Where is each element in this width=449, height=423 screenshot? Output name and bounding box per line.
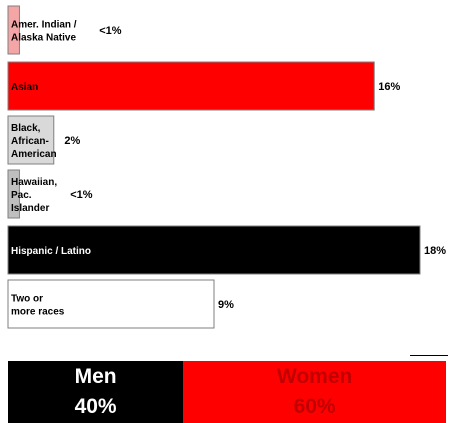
women-segment: Women 60% [183, 361, 446, 423]
category-label-0: Amer. Indian / Alaska Native [11, 20, 77, 44]
category-label-1: Asian [11, 82, 38, 93]
value-label-1: 16% [378, 81, 400, 93]
bar-1 [7, 61, 375, 111]
men-value: 40% [74, 395, 117, 418]
men-segment: Men 40% [8, 361, 184, 423]
bar-2 [7, 115, 55, 165]
value-label-4: 18% [424, 245, 446, 257]
bar-0 [7, 5, 20, 55]
value-label-0: <1% [99, 25, 122, 37]
category-label-3: Hawaiian, Pac. Islander [11, 177, 57, 214]
category-label-5: Two or more races [11, 294, 65, 318]
ethnicity-bar-chart: Amer. Indian / Alaska Native <1% Asian 16% Bl… [7, 5, 446, 329]
bar-4 [7, 225, 421, 275]
value-label-3: <1% [70, 189, 93, 201]
category-label-2: Black, African-American [11, 123, 57, 160]
category-label-4: Hispanic / Latino [11, 246, 91, 257]
value-label-2: 2% [64, 135, 80, 147]
women-label: Women [276, 365, 353, 388]
value-label-5: 9% [218, 299, 234, 311]
bar-5 [7, 279, 215, 329]
women-value: 60% [293, 395, 336, 418]
gender-split-bar: Men 40% Women 60% [8, 361, 446, 423]
decorative-line [410, 355, 448, 356]
men-label: Men [74, 365, 117, 388]
bar-3 [7, 169, 20, 219]
